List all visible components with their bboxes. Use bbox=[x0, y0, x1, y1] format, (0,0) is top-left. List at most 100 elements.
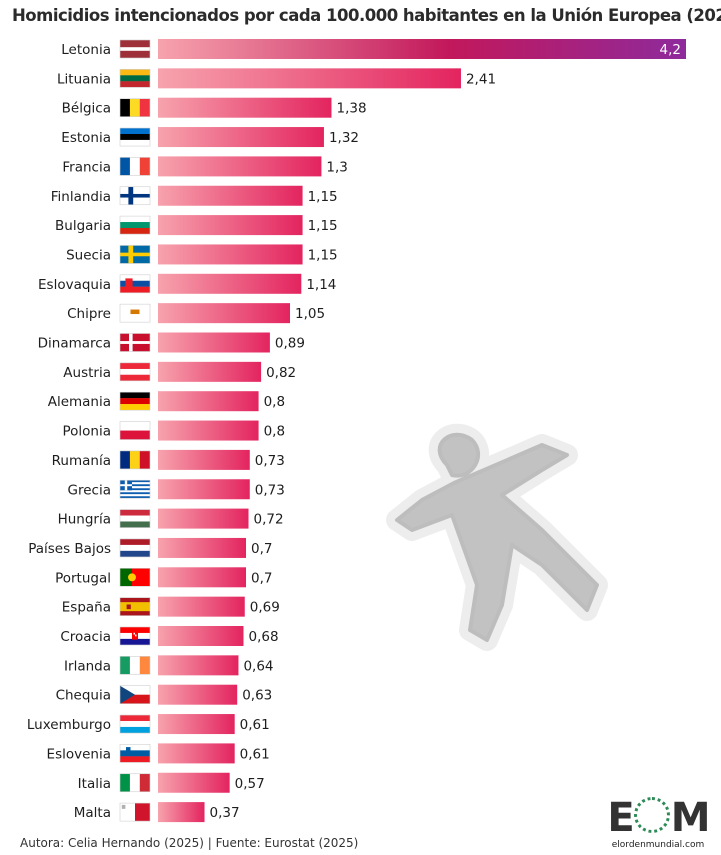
bar-row: Lituania 2,41 bbox=[57, 68, 496, 89]
ireland-flag-icon-part bbox=[129, 656, 141, 675]
greece-flag-icon-part bbox=[120, 482, 150, 485]
value-label: 0,7 bbox=[251, 570, 272, 586]
bar-row: Alemania 0,8 bbox=[48, 391, 285, 412]
czechia-flag-icon-border bbox=[119, 685, 151, 705]
italy-flag-icon-border bbox=[119, 773, 151, 793]
latvia-flag-icon-border bbox=[119, 39, 151, 59]
bar bbox=[158, 626, 244, 646]
bulgaria-flag-icon-part bbox=[120, 222, 150, 229]
cyprus-flag-icon-part bbox=[130, 309, 140, 315]
austria-flag-icon bbox=[119, 362, 151, 382]
slovakia-flag-icon-part bbox=[120, 286, 150, 293]
bar-row: Bulgaria 1,15 bbox=[55, 215, 338, 236]
poland-flag-icon-border bbox=[119, 421, 151, 440]
cyprus-flag-icon-border bbox=[119, 303, 151, 323]
spain-flag-icon-part bbox=[120, 602, 150, 612]
slovenia-flag-icon-part bbox=[126, 747, 131, 754]
croatia-flag-icon-part bbox=[133, 632, 135, 635]
netherlands-flag-icon-part bbox=[120, 544, 150, 552]
greece-flag-icon bbox=[119, 479, 151, 499]
germany-flag-icon-border bbox=[119, 391, 151, 411]
value-label: 0,7 bbox=[251, 541, 272, 557]
country-label: Hungría bbox=[58, 512, 111, 528]
bar bbox=[158, 156, 322, 177]
bar-row: Grecia 0,73 bbox=[68, 479, 285, 500]
spain-flag-icon-part bbox=[126, 604, 131, 610]
bar bbox=[158, 391, 259, 412]
luxembourg-flag-icon bbox=[119, 714, 151, 734]
country-label: Grecia bbox=[68, 482, 111, 498]
country-label: Chequia bbox=[56, 688, 111, 704]
slovakia-flag-icon-part bbox=[120, 280, 150, 287]
italy-flag-icon bbox=[119, 773, 151, 793]
portugal-flag-icon-part bbox=[128, 573, 136, 582]
ireland-flag-icon-part bbox=[120, 656, 131, 675]
country-label: Finlandia bbox=[51, 189, 111, 205]
greece-flag-icon-border bbox=[119, 479, 151, 499]
finland-flag-icon bbox=[119, 186, 151, 206]
poland-flag-icon-part bbox=[120, 430, 150, 440]
luxembourg-flag-icon-part bbox=[120, 715, 150, 722]
bar bbox=[158, 361, 262, 382]
value-label: 1,32 bbox=[329, 130, 359, 146]
sweden-flag-icon-border bbox=[119, 245, 151, 264]
country-label: Polonia bbox=[62, 424, 111, 440]
slovakia-flag-icon-part bbox=[120, 274, 150, 281]
bar-row: Francia 1,3 bbox=[62, 156, 348, 177]
belgium-flag-icon bbox=[119, 98, 151, 117]
hungary-flag-icon-part bbox=[120, 515, 150, 522]
bar bbox=[158, 596, 245, 617]
bar bbox=[158, 743, 235, 764]
slovenia-flag-icon-part bbox=[120, 744, 150, 751]
country-label: Países Bajos bbox=[28, 541, 111, 557]
portugal-flag-icon-border bbox=[119, 567, 151, 587]
bar-row: Finlandia 1,15 bbox=[51, 185, 338, 206]
bar bbox=[158, 479, 250, 500]
bar-row: Bélgica 1,38 bbox=[62, 97, 367, 118]
slovakia-flag-icon bbox=[119, 274, 151, 294]
netherlands-flag-icon-part bbox=[120, 538, 150, 546]
bar bbox=[158, 273, 302, 294]
bar-row: Italia 0,57 bbox=[78, 772, 265, 793]
country-label: Dinamarca bbox=[38, 336, 111, 352]
value-label: 0,61 bbox=[240, 717, 270, 733]
slovenia-flag-icon bbox=[119, 744, 151, 763]
latvia-flag-icon-part bbox=[120, 47, 150, 51]
value-label: 1,38 bbox=[336, 101, 366, 117]
czechia-flag-icon bbox=[119, 685, 151, 705]
finland-flag-icon-border bbox=[119, 186, 151, 206]
country-label: Luxemburgo bbox=[27, 717, 111, 733]
country-label: Estonia bbox=[61, 130, 111, 146]
slovenia-flag-icon-part bbox=[120, 756, 150, 763]
country-label: Rumanía bbox=[52, 453, 111, 469]
body-outline-icon bbox=[386, 423, 608, 651]
bar-row: Portugal 0,7 bbox=[55, 567, 272, 588]
lithuania-flag-icon-part bbox=[120, 75, 150, 82]
lithuania-flag-icon bbox=[119, 69, 151, 88]
value-label: 0,73 bbox=[255, 453, 285, 469]
sweden-flag-icon-part bbox=[120, 252, 150, 257]
bar bbox=[158, 127, 324, 148]
value-label: 1,14 bbox=[306, 277, 336, 293]
cyprus-flag-icon bbox=[119, 303, 151, 323]
czechia-flag-icon-part bbox=[120, 685, 135, 704]
italy-flag-icon-part bbox=[120, 773, 131, 792]
slovenia-flag-icon-border bbox=[119, 744, 151, 763]
country-label: Eslovaquia bbox=[38, 277, 111, 293]
country-label: Croacia bbox=[60, 629, 111, 645]
romania-flag-icon-part bbox=[120, 450, 131, 469]
austria-flag-icon-border bbox=[119, 362, 151, 382]
luxembourg-flag-icon-border bbox=[119, 714, 151, 734]
value-label: 0,72 bbox=[254, 512, 284, 528]
france-flag-icon-part bbox=[139, 157, 150, 176]
bulgaria-flag-icon bbox=[119, 215, 151, 235]
croatia-flag-icon bbox=[119, 626, 151, 646]
chart-title: Homicidios intencionados por cada 100.00… bbox=[12, 6, 721, 25]
portugal-flag-icon-part bbox=[120, 568, 132, 587]
slovakia-flag-icon-part bbox=[125, 278, 133, 290]
bar-row: Irlanda 0,64 bbox=[64, 655, 274, 676]
czechia-flag-icon-part bbox=[120, 685, 150, 695]
bar-row: Chipre 1,05 bbox=[67, 303, 325, 324]
croatia-flag-icon-part bbox=[120, 627, 150, 634]
